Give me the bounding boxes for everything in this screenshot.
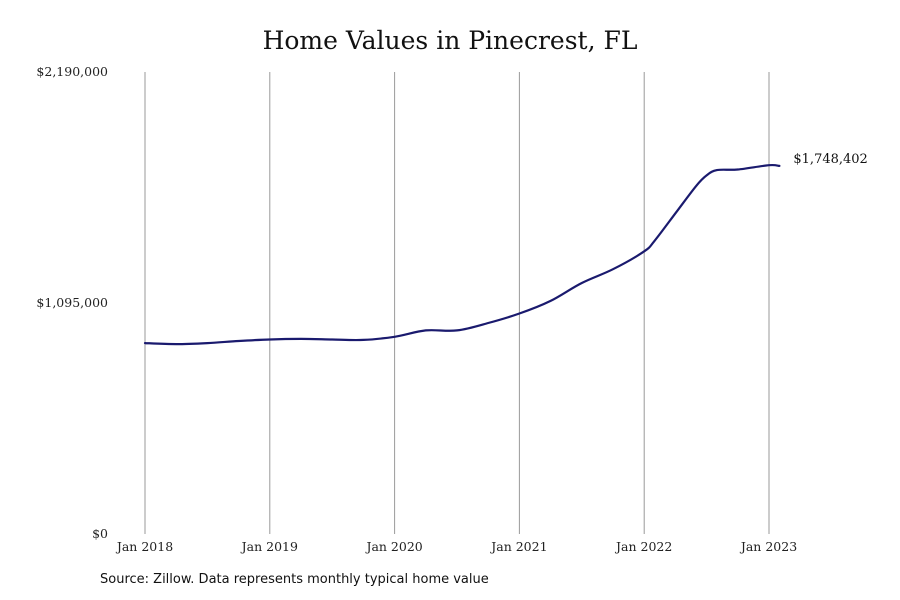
source-note: Source: Zillow. Data represents monthly … [100,572,489,587]
series-line-home-value [143,163,781,346]
gridlines [144,72,770,534]
y-axis-ticks: $0 $1,095,000 $2,190,000 [36,64,108,541]
x-tick-label: Jan 2019 [240,539,298,554]
x-tick-label: Jan 2020 [364,539,422,554]
y-tick-label: $0 [92,526,108,541]
x-tick-label: Jan 2023 [739,539,797,554]
y-tick-label: $2,190,000 [36,64,108,79]
end-value-label: $1,748,402 [793,152,867,167]
y-tick-label: $1,095,000 [36,295,108,310]
chart-title: Home Values in Pinecrest, FL [262,26,638,55]
x-axis-ticks: Jan 2018 Jan 2019 Jan 2020 Jan 2021 Jan 2022… [115,539,797,554]
x-tick-label: Jan 2022 [614,539,672,554]
x-tick-label: Jan 2018 [115,539,173,554]
x-tick-label: Jan 2021 [489,539,547,554]
